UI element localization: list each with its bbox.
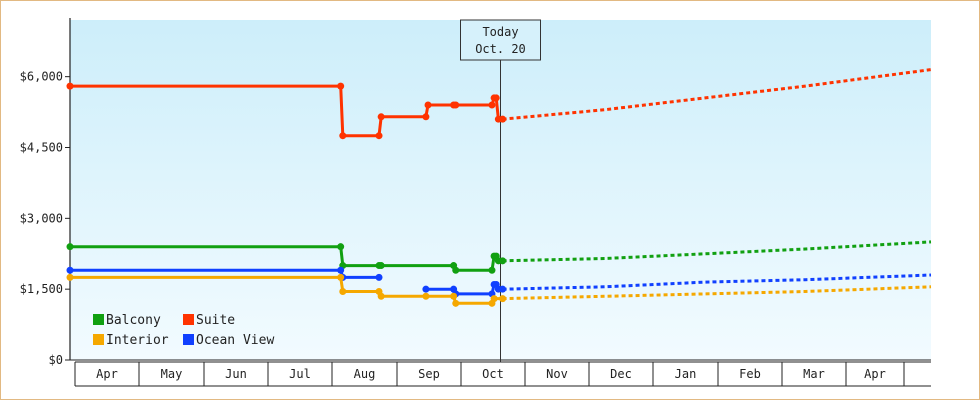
month-label: May bbox=[161, 367, 183, 381]
month-label: Oct bbox=[482, 367, 504, 381]
month-label: Jan bbox=[675, 367, 697, 381]
ocean-view-point[interactable] bbox=[422, 285, 430, 293]
today-box bbox=[460, 19, 541, 61]
legend-swatch-suite bbox=[183, 314, 194, 325]
balcony-point[interactable] bbox=[66, 243, 74, 251]
legend-label-suite: Suite bbox=[196, 313, 235, 328]
y-tick-label: $4,500 bbox=[20, 141, 63, 155]
ocean-view-point[interactable] bbox=[499, 285, 507, 293]
month-label: Mar bbox=[803, 367, 825, 381]
interior-point[interactable] bbox=[339, 288, 347, 296]
interior-point[interactable] bbox=[499, 295, 507, 303]
suite-point[interactable] bbox=[375, 132, 383, 140]
balcony-projection-line bbox=[502, 240, 932, 263]
y-tick-label: $1,500 bbox=[20, 282, 63, 296]
ocean-view-history-line bbox=[70, 268, 379, 279]
month-label: Jul bbox=[289, 367, 311, 381]
suite-projection-line bbox=[502, 68, 932, 121]
suite-point[interactable] bbox=[499, 115, 507, 123]
y-tick-label: $6,000 bbox=[20, 70, 63, 84]
interior-point[interactable] bbox=[66, 273, 74, 281]
interior-point[interactable] bbox=[337, 273, 345, 281]
legend-label-ocean-view: Ocean View bbox=[196, 333, 274, 348]
legend-label-interior: Interior bbox=[106, 333, 169, 348]
month-label: Nov bbox=[546, 367, 568, 381]
suite-point[interactable] bbox=[424, 101, 432, 109]
month-label: Aug bbox=[354, 367, 376, 381]
y-tick-label: $3,000 bbox=[20, 211, 63, 225]
suite-point[interactable] bbox=[488, 101, 496, 109]
interior-point[interactable] bbox=[490, 295, 498, 303]
legend-swatch-interior bbox=[93, 334, 104, 345]
month-label: Sep bbox=[418, 367, 440, 381]
balcony-point[interactable] bbox=[337, 243, 345, 251]
ocean-view-point[interactable] bbox=[375, 273, 383, 281]
interior-point[interactable] bbox=[422, 292, 430, 300]
suite-point[interactable] bbox=[66, 82, 74, 90]
month-label: Apr bbox=[96, 367, 118, 381]
interior-projection-line bbox=[502, 285, 932, 301]
suite-point[interactable] bbox=[339, 132, 347, 140]
month-label: Dec bbox=[610, 367, 632, 381]
suite-point[interactable] bbox=[452, 101, 460, 109]
interior-point[interactable] bbox=[450, 292, 458, 300]
legend-swatch-ocean-view bbox=[183, 334, 194, 345]
today-date: Oct. 20 bbox=[475, 42, 526, 56]
balcony-point[interactable] bbox=[377, 262, 385, 270]
balcony-point[interactable] bbox=[452, 266, 460, 274]
month-label: Apr bbox=[864, 367, 886, 381]
interior-point[interactable] bbox=[452, 299, 460, 307]
ocean-view-projection-line bbox=[502, 273, 932, 291]
legend-label-balcony: Balcony bbox=[106, 313, 161, 328]
y-tick-label: $0 bbox=[49, 353, 63, 367]
ocean-view-point[interactable] bbox=[66, 266, 74, 274]
today-label: Today bbox=[482, 25, 518, 39]
ocean-view-point[interactable] bbox=[337, 266, 345, 274]
suite-point[interactable] bbox=[422, 113, 430, 121]
suite-point[interactable] bbox=[492, 94, 500, 102]
balcony-point[interactable] bbox=[499, 257, 507, 265]
legend-swatch-balcony bbox=[93, 314, 104, 325]
interior-point[interactable] bbox=[377, 292, 385, 300]
balcony-point[interactable] bbox=[488, 266, 496, 274]
suite-point[interactable] bbox=[337, 82, 345, 90]
suite-point[interactable] bbox=[377, 113, 385, 121]
month-label: Feb bbox=[739, 367, 761, 381]
month-label: Jun bbox=[225, 367, 247, 381]
